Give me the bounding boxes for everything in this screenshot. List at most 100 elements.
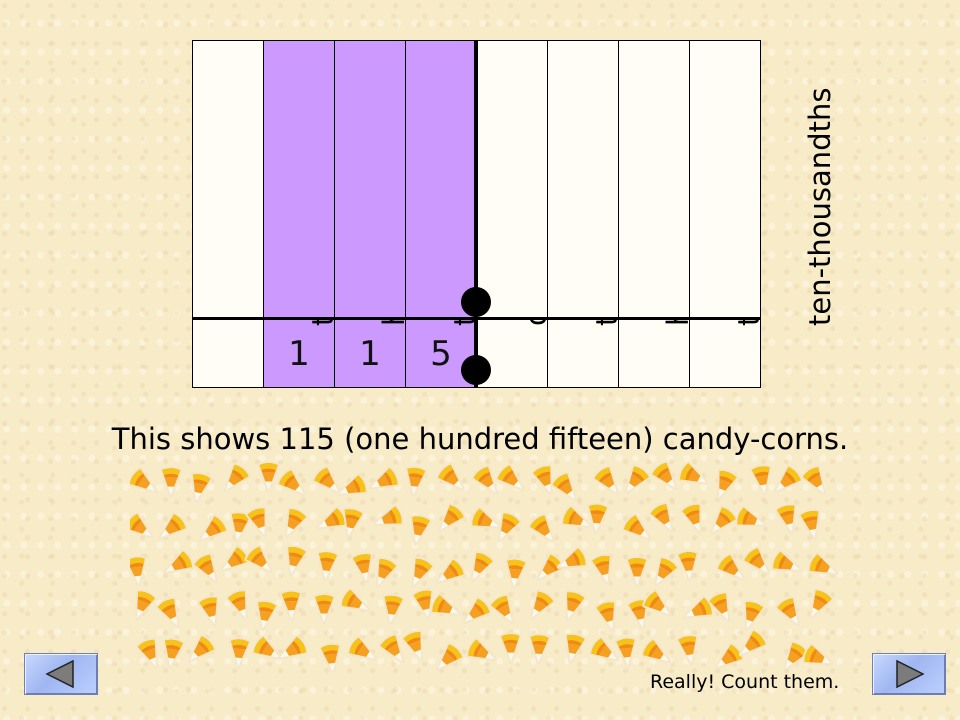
candy-corn <box>215 544 252 579</box>
candy-corn-field <box>130 462 842 672</box>
digit-cell-thousands <box>192 318 264 388</box>
candy-corn <box>379 592 405 626</box>
candy-corn <box>591 463 627 501</box>
candy-corn <box>273 633 310 668</box>
candy-corn <box>465 551 494 583</box>
digit-cell-tenths <box>476 318 548 388</box>
back-button[interactable] <box>24 653 98 695</box>
candy-corn <box>130 587 158 624</box>
candy-corn <box>370 557 397 589</box>
candy-corn <box>251 598 279 633</box>
candy-corn <box>152 510 190 547</box>
candy-corn <box>402 464 428 498</box>
candy-corn <box>340 589 372 618</box>
candy-corn <box>130 468 161 498</box>
candy-corn <box>703 503 739 541</box>
footnote-text: Really! Count them. <box>650 671 840 693</box>
candy-corn <box>639 636 676 671</box>
candy-corn <box>522 587 557 625</box>
place-value-header-row: thousands hundreds tens ones tenths hund… <box>192 40 837 326</box>
place-value-chart: thousands hundreds tens ones tenths hund… <box>192 40 837 388</box>
candy-corn <box>676 462 713 493</box>
candy-corn <box>314 549 340 583</box>
digit-cell-thousandths <box>618 318 690 388</box>
candy-corn <box>549 470 585 507</box>
candy-corn <box>244 504 275 541</box>
digit-cell-ones: 5 <box>405 318 477 388</box>
caption-text: This shows 115 (one hundred fifteen) can… <box>111 422 849 456</box>
candy-corn <box>706 589 739 626</box>
candy-corn <box>345 634 382 669</box>
candy-corn <box>679 501 710 537</box>
candy-corn <box>185 470 213 505</box>
candy-corn <box>431 501 467 538</box>
candy-corn <box>225 587 256 624</box>
candy-corn <box>494 462 531 498</box>
column-label: ten-thousandths <box>803 87 837 326</box>
left-triangle-icon <box>45 659 74 689</box>
candy-corn <box>227 636 252 669</box>
candy-corn <box>676 549 701 582</box>
candy-corn <box>243 543 279 580</box>
decimal-point-dot <box>461 355 491 385</box>
next-button[interactable] <box>872 653 946 695</box>
place-value-digit-row: 1 1 5 <box>192 318 761 388</box>
candy-corn <box>137 638 164 670</box>
candy-corn <box>130 554 150 588</box>
decimal-point-divider <box>474 40 478 387</box>
candy-corn <box>471 508 503 535</box>
candy-corn <box>557 588 587 624</box>
candy-corn <box>640 588 677 624</box>
decimal-point-dot <box>461 287 491 317</box>
candy-corn <box>736 598 766 634</box>
candy-corn <box>772 551 804 578</box>
candy-corn <box>191 551 226 588</box>
candy-corn <box>464 636 501 669</box>
candy-corn <box>619 465 649 497</box>
candy-corn <box>488 592 522 629</box>
candy-corn <box>312 592 336 625</box>
candy-corn <box>614 635 640 669</box>
candy-corn <box>159 466 183 498</box>
candy-corn <box>181 632 218 669</box>
candy-corn <box>559 631 587 666</box>
candy-corn <box>620 512 657 548</box>
candy-corn <box>216 462 252 498</box>
column-header-hundreds: hundreds <box>263 40 411 326</box>
candy-corn <box>282 591 301 619</box>
candy-corn <box>626 556 649 587</box>
candy-corn <box>801 586 835 623</box>
candy-corn <box>799 463 834 500</box>
candy-corn <box>646 554 680 592</box>
candy-corn <box>314 507 346 535</box>
candy-corn <box>279 507 307 539</box>
candy-corn <box>350 550 378 585</box>
candy-corn <box>676 633 703 667</box>
candy-corn <box>159 636 186 671</box>
right-triangle-icon <box>896 659 925 689</box>
candy-corn <box>159 548 196 582</box>
candy-corn <box>130 510 159 546</box>
column-header-hundredths: hundredths <box>547 40 695 326</box>
candy-corn <box>768 463 805 500</box>
candy-corn <box>584 502 610 535</box>
candy-corn <box>589 552 619 587</box>
candy-corn <box>193 513 230 549</box>
digit-cell-hundredths <box>547 318 619 388</box>
candy-corn <box>649 462 685 496</box>
column-header-thousands: thousands <box>192 40 340 326</box>
candy-corn <box>501 634 520 662</box>
digit-cell-tens: 1 <box>334 318 406 388</box>
column-header-tenths: tenths <box>476 40 624 326</box>
candy-corn <box>733 504 770 536</box>
candy-corn <box>708 467 740 503</box>
candy-corn <box>456 595 494 631</box>
candy-corn <box>403 555 436 592</box>
candy-corn <box>806 551 842 584</box>
candy-corn <box>502 556 528 590</box>
candy-corn <box>405 513 433 548</box>
candy-corn <box>470 463 506 500</box>
candy-corn <box>526 511 562 549</box>
candy-corn <box>530 551 567 588</box>
candy-corn <box>400 628 432 664</box>
